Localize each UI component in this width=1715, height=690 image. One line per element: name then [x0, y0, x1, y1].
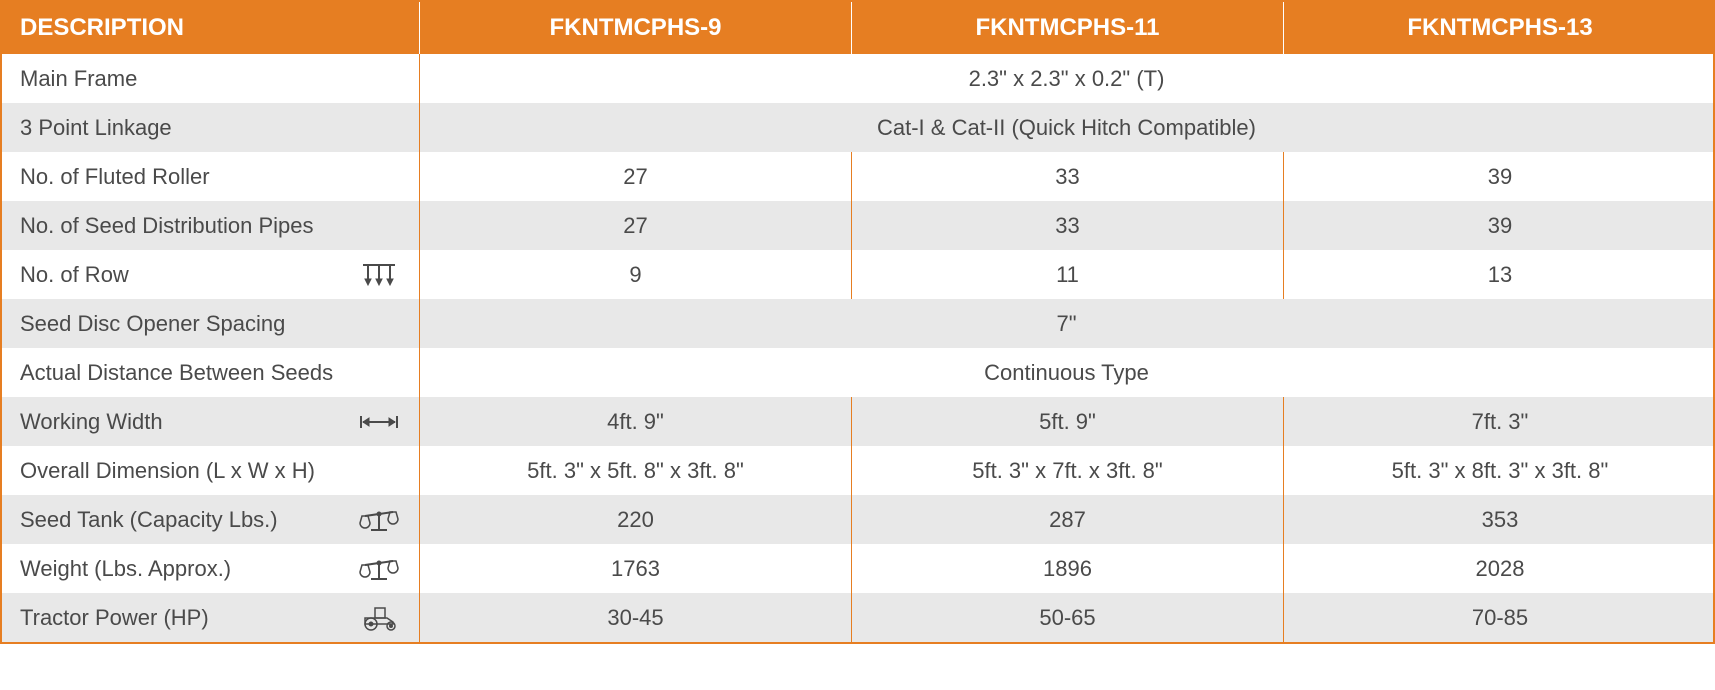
desc-label: Seed Tank (Capacity Lbs.) — [20, 507, 278, 533]
tractor-icon — [357, 604, 401, 632]
scale-icon — [357, 506, 401, 534]
data-cell: 33 — [852, 201, 1284, 250]
spanned-value: 7" — [420, 299, 1713, 348]
table-row: No. of Seed Distribution Pipes 27 33 39 — [2, 201, 1713, 250]
data-cell: 33 — [852, 152, 1284, 201]
desc-label: No. of Seed Distribution Pipes — [20, 213, 314, 239]
desc-label: Main Frame — [20, 66, 137, 92]
row-arrows-icon — [357, 261, 401, 289]
desc-cell: No. of Seed Distribution Pipes — [2, 201, 420, 250]
desc-cell: Actual Distance Between Seeds — [2, 348, 420, 397]
data-cell: 1763 — [420, 544, 852, 593]
spanned-value: Continuous Type — [420, 348, 1713, 397]
desc-cell: No. of Row — [2, 250, 420, 299]
header-description: DESCRIPTION — [2, 2, 420, 54]
desc-label: No. of Fluted Roller — [20, 164, 210, 190]
desc-label: Working Width — [20, 409, 163, 435]
data-cell: 7ft. 3" — [1284, 397, 1715, 446]
table-row: Working Width 4ft. 9" 5ft. 9" 7ft. 3" — [2, 397, 1713, 446]
desc-cell: No. of Fluted Roller — [2, 152, 420, 201]
data-cell: 39 — [1284, 152, 1715, 201]
desc-cell: Working Width — [2, 397, 420, 446]
desc-label: Weight (Lbs. Approx.) — [20, 556, 231, 582]
header-model-3: FKNTMCPHS-13 — [1284, 2, 1715, 54]
data-cell: 1896 — [852, 544, 1284, 593]
data-cell: 287 — [852, 495, 1284, 544]
data-cell: 5ft. 3" x 5ft. 8" x 3ft. 8" — [420, 446, 852, 495]
header-model-2: FKNTMCPHS-11 — [852, 2, 1284, 54]
desc-cell: Seed Disc Opener Spacing — [2, 299, 420, 348]
desc-label: Overall Dimension (L x W x H) — [20, 458, 315, 484]
spanned-value: Cat-I & Cat-II (Quick Hitch Compatible) — [420, 103, 1713, 152]
data-cell: 27 — [420, 152, 852, 201]
desc-label: 3 Point Linkage — [20, 115, 172, 141]
desc-label: Seed Disc Opener Spacing — [20, 311, 285, 337]
data-cell: 4ft. 9" — [420, 397, 852, 446]
table-row: No. of Row 9 11 13 — [2, 250, 1713, 299]
table-row: Seed Tank (Capacity Lbs.) 220 287 353 — [2, 495, 1713, 544]
data-cell: 13 — [1284, 250, 1715, 299]
desc-cell: Seed Tank (Capacity Lbs.) — [2, 495, 420, 544]
data-cell: 5ft. 9" — [852, 397, 1284, 446]
table-row: Weight (Lbs. Approx.) 1763 1896 2028 — [2, 544, 1713, 593]
table-row: Actual Distance Between Seeds Continuous… — [2, 348, 1713, 397]
spec-table: DESCRIPTION FKNTMCPHS-9 FKNTMCPHS-11 FKN… — [0, 0, 1715, 644]
table-row: 3 Point Linkage Cat-I & Cat-II (Quick Hi… — [2, 103, 1713, 152]
data-cell: 5ft. 3" x 8ft. 3" x 3ft. 8" — [1284, 446, 1715, 495]
data-cell: 220 — [420, 495, 852, 544]
table-row: Main Frame 2.3" x 2.3" x 0.2" (T) — [2, 54, 1713, 103]
table-row: No. of Fluted Roller 27 33 39 — [2, 152, 1713, 201]
data-cell: 2028 — [1284, 544, 1715, 593]
data-cell: 5ft. 3" x 7ft. x 3ft. 8" — [852, 446, 1284, 495]
table-header-row: DESCRIPTION FKNTMCPHS-9 FKNTMCPHS-11 FKN… — [2, 2, 1713, 54]
table-row: Seed Disc Opener Spacing 7" — [2, 299, 1713, 348]
data-cell: 70-85 — [1284, 593, 1715, 642]
data-cell: 50-65 — [852, 593, 1284, 642]
data-cell: 27 — [420, 201, 852, 250]
table-row: Tractor Power (HP) 30-45 50-65 70-85 — [2, 593, 1713, 642]
desc-cell: Overall Dimension (L x W x H) — [2, 446, 420, 495]
desc-cell: Weight (Lbs. Approx.) — [2, 544, 420, 593]
desc-label: Actual Distance Between Seeds — [20, 360, 333, 386]
data-cell: 30-45 — [420, 593, 852, 642]
data-cell: 39 — [1284, 201, 1715, 250]
desc-label: Tractor Power (HP) — [20, 605, 209, 631]
table-row: Overall Dimension (L x W x H) 5ft. 3" x … — [2, 446, 1713, 495]
spanned-value: 2.3" x 2.3" x 0.2" (T) — [420, 54, 1713, 103]
desc-cell: Main Frame — [2, 54, 420, 103]
desc-cell: Tractor Power (HP) — [2, 593, 420, 642]
desc-cell: 3 Point Linkage — [2, 103, 420, 152]
data-cell: 9 — [420, 250, 852, 299]
desc-label: No. of Row — [20, 262, 129, 288]
header-model-1: FKNTMCPHS-9 — [420, 2, 852, 54]
scale-icon — [357, 555, 401, 583]
data-cell: 11 — [852, 250, 1284, 299]
width-arrow-icon — [357, 408, 401, 436]
data-cell: 353 — [1284, 495, 1715, 544]
